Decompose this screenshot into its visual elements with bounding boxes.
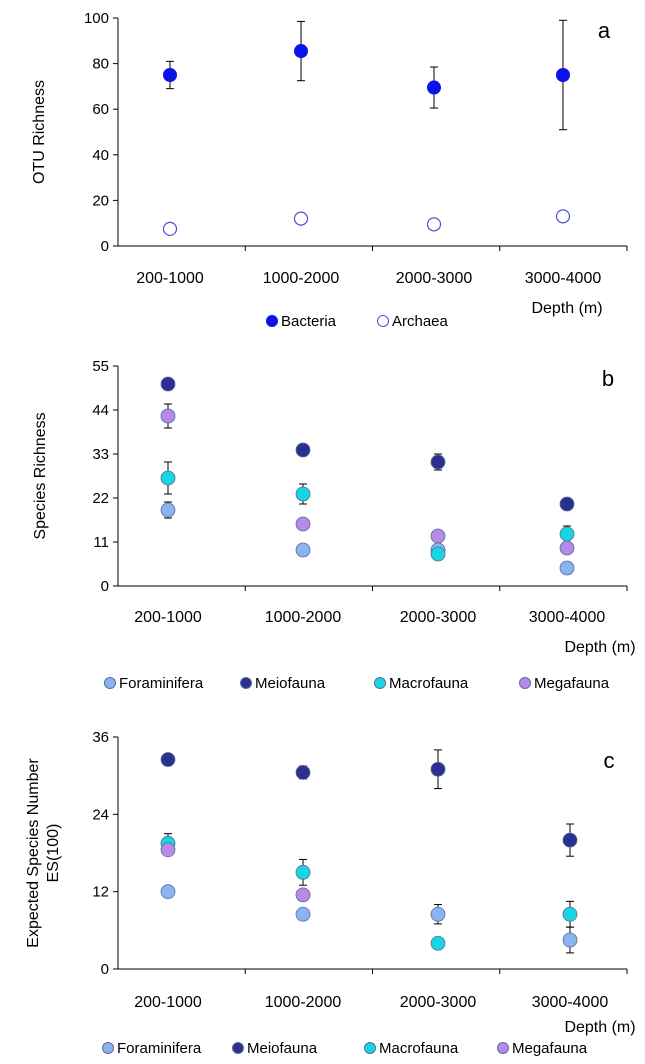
panel-c-x-tick-label: 200-1000 [134,994,202,1011]
panel-a-point-bacteria [556,68,570,82]
panel-c-letter: c [604,748,615,773]
panel-c-legend-label: Meiofauna [247,1040,318,1057]
panel-a-y-tick-label: 20 [92,192,109,209]
panel-b-point-foraminifera [295,542,311,558]
panel-c-legend-label: Foraminifera [117,1040,202,1057]
panel-b-y-tick-label: 0 [101,578,109,595]
panel-a-point-archaea [555,209,571,224]
panel-b-point-megafauna [430,528,446,544]
panel-b-point-meiofauna [295,442,311,458]
panel-c-point-megafauna [295,887,311,903]
panel-b-point-meiofauna [559,496,575,512]
panel-b-point-foraminifera [559,560,575,576]
panel-b-legend-label: Megafauna [534,675,610,692]
panel-c-point-meiofauna [430,761,446,777]
panel-a-y-tick-label: 0 [101,238,109,255]
panel-c-y-tick-label: 36 [92,729,109,746]
panel-c-x-tick-label: 2000-3000 [400,994,477,1011]
panel-b-legend-label: Macrofauna [389,675,469,692]
panel-c-point-macrofauna [430,935,446,951]
panel-c-y-axis-title-line: Expected Species Number [25,758,42,948]
panel-b-y-tick-label: 33 [92,446,109,463]
panel-b-point-megafauna [160,408,176,424]
panel-b-point-megafauna [559,540,575,556]
panel-b-point-macrofauna [430,546,446,562]
panel-c-point-meiofauna [562,832,578,848]
panel-a-y-tick-label: 100 [84,10,109,27]
panel-b-legend-marker-megafauna [519,677,531,689]
panel-a-point-archaea [426,217,442,232]
panel-a-y-tick-label: 80 [92,56,109,73]
panel-a-point-archaea [293,211,309,226]
panel-b-y-tick-label: 11 [93,534,109,551]
panel-b-point-macrofauna [559,526,575,542]
panel-b-point-megafauna [295,516,311,532]
panel-a-legend-marker-bacteria [266,315,278,327]
panel-c-y-tick-label: 12 [92,884,109,901]
panel-a-point-bacteria [294,44,308,59]
panel-b-x-tick-label: 200-1000 [134,609,202,626]
panel-c-y-tick-label: 0 [101,961,109,978]
panel-c-point-foraminifera [295,906,311,922]
panel-c-legend-marker-megafauna [497,1042,509,1054]
panel-a-legend-label: Archaea [392,313,449,330]
panel-c-point-macrofauna [562,906,578,922]
panel-c-legend-label: Macrofauna [379,1040,459,1057]
panel-b-x-tick-label: 3000-4000 [529,609,606,626]
panel-a-x-axis-title: Depth (m) [531,300,602,317]
panel-a-letter: a [598,18,611,43]
panel-b-point-macrofauna [295,486,311,502]
panel-b-x-tick-label: 2000-3000 [400,609,477,626]
panel-b-point-meiofauna [430,454,446,470]
panel-c-y-axis-title-line: ES(100) [45,824,62,883]
panel-c-point-foraminifera [160,884,176,900]
panel-a-legend-marker-archaea [377,315,389,327]
panel-b-legend-label: Foraminifera [119,675,204,692]
panel-b-x-tick-label: 1000-2000 [265,609,342,626]
panel-c-x-tick-label: 1000-2000 [265,994,342,1011]
panel-c-legend-marker-foraminifera [102,1042,114,1054]
panel-a-legend-label: Bacteria [281,313,337,330]
panel-c-point-meiofauna [295,765,311,780]
panel-b-legend-marker-meiofauna [240,677,252,689]
panel-c-legend-label: Megafauna [512,1040,588,1057]
panel-c-legend-marker-macrofauna [364,1042,376,1054]
panel-c-point-foraminifera [430,906,446,922]
panel-b-legend-marker-foraminifera [104,677,116,689]
panel-b-point-foraminifera [160,502,176,518]
panel-a-point-bacteria [427,80,441,95]
panel-a-y-axis-title: OTU Richness [31,80,48,184]
panel-a-x-tick-label: 3000-4000 [525,270,602,287]
panel-a-point-bacteria [163,68,177,82]
panel-c-x-axis-title: Depth (m) [564,1019,635,1036]
panel-b-legend-marker-macrofauna [374,677,386,689]
panel-b-legend-label: Meiofauna [255,675,326,692]
panel-a-point-archaea [162,221,178,236]
panel-a-y-tick-label: 60 [92,101,109,118]
panel-c-legend-marker-meiofauna [232,1042,244,1054]
panel-b-y-tick-label: 44 [92,402,109,419]
panel-b-y-tick-label: 22 [92,490,109,507]
panel-b-point-meiofauna [160,376,176,392]
panel-c-y-tick-label: 24 [92,806,109,823]
panel-b-point-macrofauna [160,470,176,486]
panel-b-x-axis-title: Depth (m) [564,639,635,656]
panel-b-y-axis-title: Species Richness [32,412,49,539]
panel-a-y-tick-label: 40 [92,147,109,164]
panel-c-point-megafauna [160,842,176,858]
panel-b-y-tick-label: 55 [92,358,109,375]
panel-c-x-tick-label: 3000-4000 [532,994,609,1011]
panel-a-x-tick-label: 200-1000 [136,270,204,287]
panel-a-x-tick-label: 2000-3000 [396,270,473,287]
panel-b-letter: b [602,366,614,391]
panel-c-point-macrofauna [295,864,311,880]
panel-a-x-tick-label: 1000-2000 [263,270,340,287]
panel-c-point-meiofauna [160,752,176,767]
panel-c-point-foraminifera [562,932,578,948]
